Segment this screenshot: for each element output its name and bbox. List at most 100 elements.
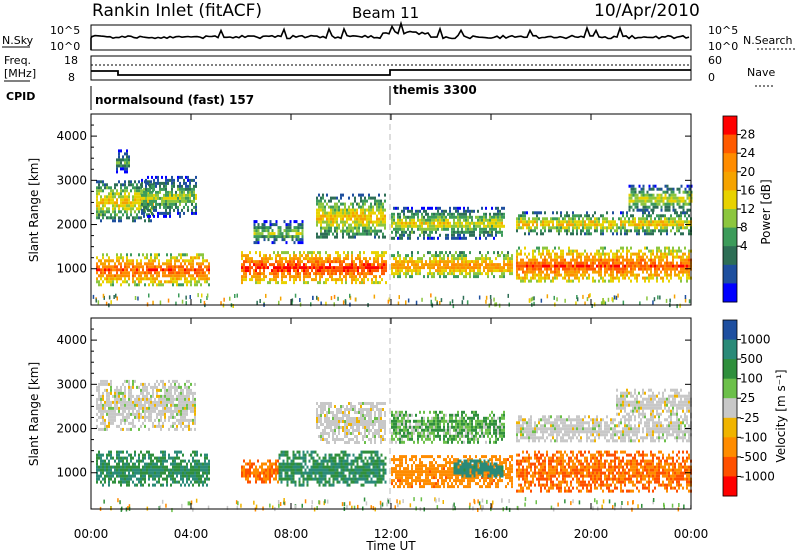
echo-cell bbox=[321, 266, 323, 270]
echo-cell bbox=[350, 229, 352, 233]
echo-cell bbox=[473, 269, 475, 273]
echo-cell bbox=[435, 257, 437, 261]
echo-cell bbox=[186, 271, 188, 275]
echo-cell bbox=[624, 267, 626, 271]
echo-cell bbox=[576, 214, 578, 218]
echo-cell bbox=[327, 254, 329, 258]
echo-cell bbox=[100, 474, 102, 478]
echo-cell bbox=[642, 220, 644, 224]
echo-cell bbox=[640, 196, 643, 200]
echo-cell bbox=[126, 256, 128, 260]
echo-cell bbox=[393, 275, 395, 279]
echo-cell bbox=[116, 385, 118, 389]
echo-cell bbox=[503, 257, 505, 261]
echo-cell bbox=[566, 261, 568, 265]
echo-cell bbox=[614, 252, 616, 256]
echo-cell bbox=[457, 218, 459, 222]
echo-cell bbox=[401, 269, 403, 273]
echo-cell bbox=[285, 241, 288, 245]
echo-cell bbox=[632, 214, 634, 218]
echo-cell bbox=[363, 281, 365, 285]
echo-cell bbox=[463, 263, 465, 267]
echo-cell bbox=[136, 186, 138, 190]
echo-cell bbox=[299, 260, 301, 264]
echo-cell bbox=[283, 257, 285, 261]
echo-cell bbox=[570, 220, 572, 224]
echo-cell bbox=[263, 269, 265, 273]
echo-cell bbox=[98, 207, 100, 211]
echo-cell bbox=[518, 267, 520, 271]
echo-cell bbox=[309, 257, 311, 261]
echo-cell bbox=[658, 202, 661, 206]
echo-cell bbox=[267, 232, 270, 236]
echo-cell bbox=[518, 246, 520, 250]
echo-cell bbox=[666, 258, 668, 262]
echo-cell bbox=[145, 184, 147, 188]
echo-cell bbox=[584, 261, 586, 265]
echo-cell bbox=[265, 260, 267, 264]
echo-cell bbox=[686, 276, 688, 280]
echo-cell bbox=[247, 254, 249, 258]
echo-cell bbox=[132, 456, 134, 460]
echo-cell bbox=[600, 267, 602, 271]
echo-cell bbox=[425, 260, 427, 264]
echo-cell bbox=[104, 198, 106, 202]
echo-cell bbox=[411, 230, 413, 234]
echo-cell bbox=[166, 483, 168, 487]
echo-cell bbox=[295, 269, 297, 273]
echo-cell bbox=[265, 293, 267, 298]
echo-cell bbox=[614, 223, 616, 227]
echo-cell bbox=[122, 456, 124, 460]
echo-cell bbox=[572, 279, 574, 283]
echo-cell bbox=[255, 232, 258, 236]
echo-cell bbox=[596, 217, 598, 221]
echo-cell bbox=[593, 302, 596, 307]
echo-cell bbox=[180, 253, 182, 257]
echo-cell bbox=[162, 462, 164, 466]
echo-cell bbox=[616, 252, 618, 256]
echo-cell bbox=[680, 276, 682, 280]
echo-cell bbox=[124, 471, 126, 475]
echo-cell bbox=[330, 199, 332, 203]
echo-cell bbox=[354, 223, 356, 227]
echo-cell bbox=[441, 218, 443, 222]
echo-cell bbox=[100, 268, 102, 272]
echo-cell bbox=[642, 187, 645, 191]
echo-cell bbox=[138, 198, 140, 202]
echo-cell bbox=[178, 468, 180, 472]
echo-cell bbox=[391, 218, 393, 222]
echo-cell bbox=[680, 255, 682, 259]
echo-cell bbox=[646, 246, 648, 250]
echo-cell bbox=[660, 255, 662, 259]
echo-cell bbox=[437, 254, 439, 258]
echo-cell bbox=[612, 279, 614, 283]
echo-cell bbox=[158, 474, 160, 478]
echo-cell bbox=[174, 456, 176, 460]
echo-cell bbox=[640, 190, 643, 194]
echo-cell bbox=[624, 264, 626, 268]
echo-cell bbox=[114, 394, 116, 398]
echo-cell bbox=[608, 261, 610, 265]
echo-cell bbox=[157, 190, 159, 194]
echo-cell bbox=[188, 471, 190, 475]
echo-cell bbox=[381, 254, 383, 258]
echo-cell bbox=[178, 462, 180, 466]
echo-cell bbox=[335, 251, 337, 255]
echo-cell bbox=[120, 253, 122, 257]
echo-cell bbox=[317, 297, 320, 302]
echo-cell bbox=[360, 217, 362, 221]
echo-cell bbox=[451, 263, 453, 267]
echo-cell bbox=[146, 277, 148, 281]
echo-cell bbox=[477, 218, 479, 222]
echo-cell bbox=[684, 211, 686, 215]
echo-cell bbox=[652, 202, 655, 206]
echo-cell bbox=[391, 224, 393, 228]
echo-cell bbox=[660, 208, 663, 212]
echo-cell bbox=[684, 226, 686, 230]
echo-cell bbox=[421, 212, 423, 216]
echo-cell bbox=[346, 220, 348, 224]
echo-cell bbox=[664, 267, 666, 271]
echo-cell bbox=[469, 263, 471, 267]
echo-cell bbox=[374, 199, 376, 203]
echo-cell bbox=[118, 456, 120, 460]
